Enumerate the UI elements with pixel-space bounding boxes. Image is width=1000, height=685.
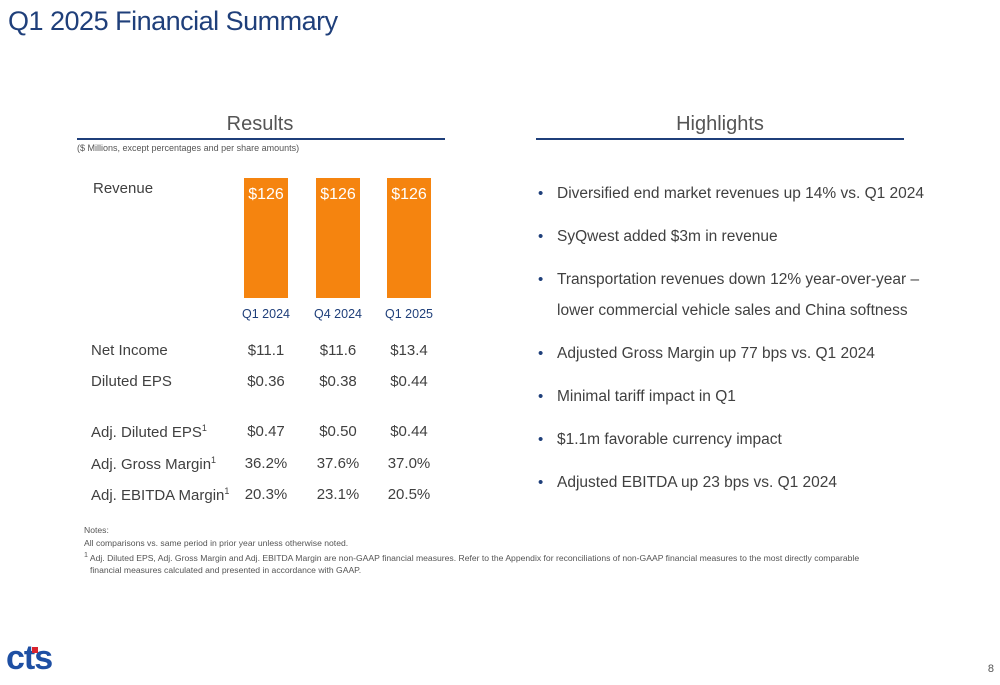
footnote-mark: 1 [211,455,217,465]
adj-diluted-eps-label: Adj. Diluted EPS1 [91,423,207,441]
revenue-bar-label: $126 [391,186,427,203]
highlights-heading: Highlights [676,113,764,135]
highlights-list: Diversified end market revenues up 14% v… [538,178,938,510]
results-divider [77,138,445,140]
highlight-item: Minimal tariff impact in Q1 [538,381,938,412]
metric-value: $0.36 [247,373,285,390]
metric-value: $0.44 [390,373,428,390]
diluted-eps-label: Diluted EPS [91,373,172,390]
notes-line: All comparisons vs. same period in prior… [84,537,349,548]
metric-value: $13.4 [390,342,428,359]
metric-value: 37.0% [387,455,431,472]
revenue-label: Revenue [93,180,154,197]
cts-logo: cts [6,639,66,681]
logo-text: cts [6,640,52,676]
metric-value: $11.1 [247,342,285,359]
revenue-bar-q4-2024 [316,178,360,298]
results-heading: Results [226,113,294,135]
footnote-text: Adj. Diluted EPS, Adj. Gross Margin and … [89,552,860,563]
period-label: Q1 2025 [385,307,433,321]
slide-title: Q1 2025 Financial Summary [8,6,338,36]
metric-value: $0.44 [390,423,428,440]
period-label: Q4 2024 [314,307,362,321]
period-label: Q1 2024 [242,307,290,321]
highlight-item: $1.1m favorable currency impact [538,424,938,455]
metric-value: $11.6 [319,342,357,359]
footnote-mark: 1 [84,551,88,559]
metric-value: $0.47 [247,423,285,440]
metric-value: 23.1% [316,486,360,503]
net-income-label: Net Income [91,342,168,359]
metric-label-text: Adj. EBITDA Margin [91,487,225,504]
highlight-item: Transportation revenues down 12% year-ov… [538,264,938,326]
metric-label-text: Adj. Gross Margin [91,456,212,473]
notes-heading: Notes: [84,525,109,535]
highlights-divider [536,138,904,140]
notes-footnote-cont: financial measures calculated and presen… [90,565,362,576]
units-note: ($ Millions, except percentages and per … [77,143,300,153]
footnote-mark: 1 [201,423,207,433]
metric-value: $0.50 [319,423,357,440]
footnote-mark: 1 [224,486,230,496]
logo-red-accent [32,647,38,653]
metric-value: 36.2% [244,455,288,472]
notes-footnote: 1 Adj. Diluted EPS, Adj. Gross Margin an… [84,549,864,564]
highlight-item: Adjusted Gross Margin up 77 bps vs. Q1 2… [538,338,938,369]
adj-ebitda-margin-label: Adj. EBITDA Margin1 [91,486,229,504]
revenue-bar-q1-2024 [244,178,288,298]
page-number: 8 [987,663,994,675]
highlight-item: Diversified end market revenues up 14% v… [538,178,938,209]
revenue-bar-q1-2025 [387,178,431,298]
notes: Notes: All comparisons vs. same period i… [84,524,864,577]
cts-logo-icon: cts [6,639,53,677]
highlight-item: Adjusted EBITDA up 23 bps vs. Q1 2024 [538,467,938,498]
revenue-bar-label: $126 [248,186,284,203]
metric-value: 37.6% [316,455,360,472]
metric-value: $0.38 [319,373,357,390]
adj-gross-margin-label: Adj. Gross Margin1 [91,455,216,473]
metric-value: 20.5% [387,486,431,503]
metric-label-text: Adj. Diluted EPS [91,424,202,441]
highlight-item: SyQwest added $3m in revenue [538,221,938,252]
revenue-bar-label: $126 [320,186,356,203]
metric-value: 20.3% [244,486,288,503]
